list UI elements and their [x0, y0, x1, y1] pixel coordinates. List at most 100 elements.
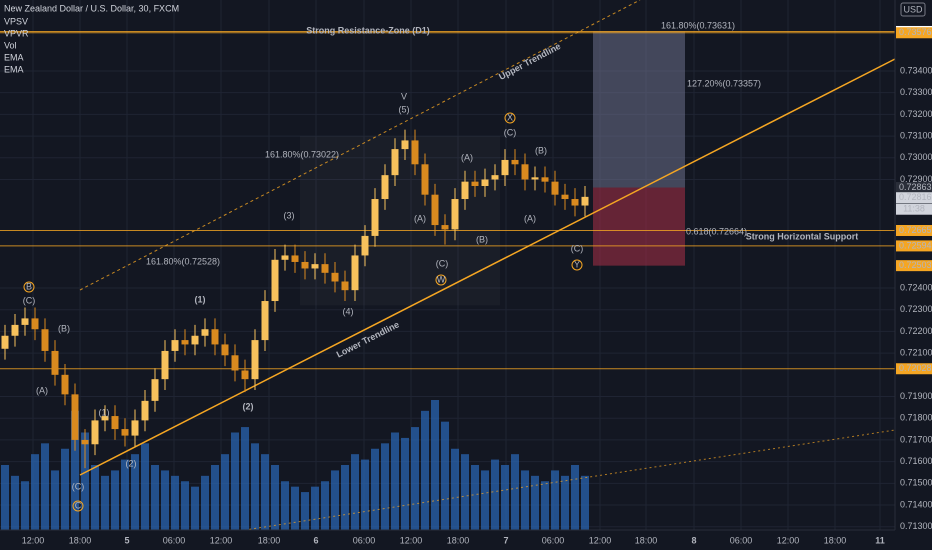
volume-bar — [371, 448, 379, 530]
volume-bar — [501, 465, 509, 530]
candle-body — [11, 324, 19, 336]
x-tick-label: 18:00 — [69, 535, 92, 545]
wave-circle — [23, 281, 35, 293]
x-tick-label: 12:00 — [589, 535, 612, 545]
candle-body — [291, 255, 299, 262]
volume-bar — [461, 454, 469, 530]
y-tick-label: 0.73300 — [900, 87, 932, 97]
fib-label: 127.20%(0.73357) — [687, 78, 761, 88]
wave-label: (1) — [99, 407, 110, 417]
volume-bar — [421, 410, 429, 530]
y-tick-label: 0.71300 — [900, 521, 932, 531]
legend: New Zealand Dollar / U.S. Dollar, 30, FX… — [4, 3, 179, 74]
candle-body — [251, 340, 259, 380]
candle-body — [561, 194, 569, 200]
y-tick-label: 0.71600 — [900, 456, 932, 466]
candle-body — [111, 416, 119, 430]
x-tick-label: 12:00 — [22, 535, 45, 545]
candle-body — [151, 379, 159, 401]
volume-bar — [81, 432, 89, 530]
wave-label: Y — [574, 259, 580, 269]
candle-body — [511, 159, 519, 165]
candle-body — [101, 416, 109, 421]
indicator: VPSV — [4, 16, 28, 26]
candle-body — [341, 281, 349, 291]
wave-label: (2) — [126, 458, 137, 468]
volume-bar — [101, 475, 109, 530]
candle-body — [371, 199, 379, 236]
price-label: 0.72503 — [899, 260, 932, 270]
price-axis — [895, 0, 932, 550]
y-tick-label: 0.73200 — [900, 109, 932, 119]
y-tick-label: 0.73100 — [900, 130, 932, 140]
wave-label: W — [437, 274, 446, 284]
countdown-box — [896, 203, 932, 215]
x-tick-label: 8 — [691, 535, 696, 545]
volume-bar — [351, 454, 359, 530]
wave-label: X — [507, 112, 513, 122]
target-zone — [593, 31, 685, 188]
y-tick-label: 0.72100 — [900, 347, 932, 357]
volume-bar — [401, 437, 409, 530]
candle-body — [551, 181, 559, 195]
candle-body — [581, 196, 589, 206]
candle-body — [331, 272, 339, 282]
x-tick-label: 06:00 — [353, 535, 376, 545]
volume-bar — [11, 475, 19, 530]
volume-bar — [441, 421, 449, 530]
candle-body — [411, 140, 419, 165]
volume-bar — [561, 475, 569, 530]
wave-circle — [435, 274, 447, 286]
indicator: VPVR — [4, 28, 29, 38]
volume-bar — [471, 465, 479, 530]
volume-bar — [251, 443, 259, 530]
wave-label: (C) — [23, 295, 36, 305]
price-label-box — [896, 182, 932, 194]
wave-label: (C) — [436, 258, 449, 268]
annotation: Strong Horizontal Support — [746, 231, 859, 241]
candle-body — [211, 329, 219, 345]
lower-trendline — [79, 58, 896, 476]
volume-bar — [361, 459, 369, 530]
x-tick-label: 12:00 — [400, 535, 423, 545]
volume-bar — [211, 465, 219, 530]
wave-label: (B) — [476, 234, 488, 244]
annotation: Strong Resistance-Zone (D1) — [306, 25, 430, 35]
y-tick-label: 0.71800 — [900, 413, 932, 423]
volume-bar — [261, 454, 269, 530]
x-tick-label: 18:00 — [824, 535, 847, 545]
volume-bar — [381, 443, 389, 530]
candle-body — [191, 335, 199, 345]
x-tick-label: 18:00 — [258, 535, 281, 545]
wave-label: (C) — [504, 127, 517, 137]
candle-body — [271, 259, 279, 302]
candle-body — [281, 255, 289, 260]
candle-body — [311, 264, 319, 269]
wave-circle — [504, 112, 516, 124]
volume-bar — [301, 492, 309, 530]
y-tick-label: 0.71400 — [900, 499, 932, 509]
wave-label: (A) — [414, 213, 426, 223]
candle-body — [121, 429, 129, 436]
volume-bar — [71, 410, 79, 530]
candle-body — [421, 164, 429, 195]
indicator: Vol — [4, 40, 17, 50]
volume-bar — [491, 459, 499, 530]
wave-label: (C) — [72, 481, 85, 491]
volume-bar — [331, 470, 339, 530]
symbol-title: New Zealand Dollar / U.S. Dollar, 30, FX… — [4, 3, 179, 13]
candle-body — [501, 159, 509, 176]
volume-bar — [531, 475, 539, 530]
volume-bar — [61, 448, 69, 530]
fib-label: 161.80%(0.73631) — [661, 20, 735, 30]
x-tick-label: 06:00 — [542, 535, 565, 545]
volume-bar — [281, 481, 289, 530]
wave-label: (A) — [461, 152, 473, 162]
y-tick-label: 0.72300 — [900, 304, 932, 314]
wave-label: (B) — [535, 145, 547, 155]
x-tick-label: 11 — [875, 535, 885, 545]
candle-body — [351, 255, 359, 291]
wave-label: (1) — [195, 294, 206, 304]
volume-bar — [161, 470, 169, 530]
